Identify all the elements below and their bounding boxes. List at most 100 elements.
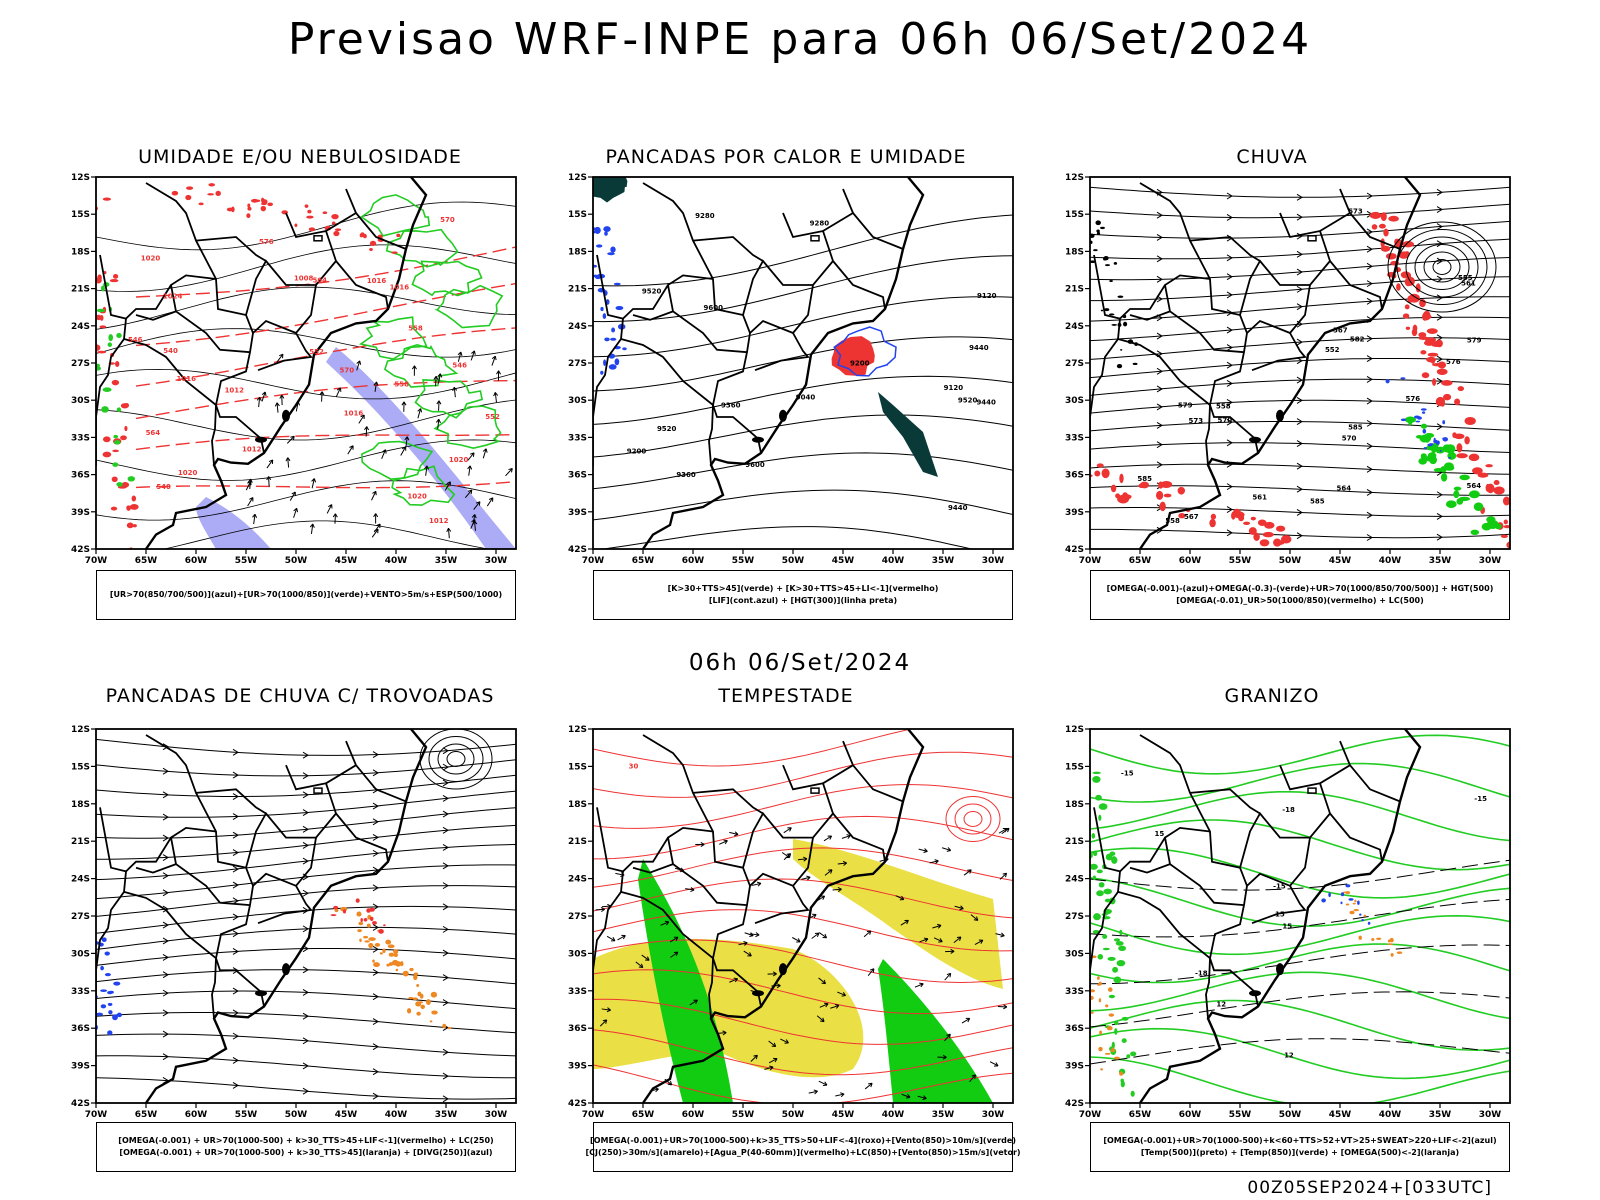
andes-green [1081, 777, 1084, 780]
andes-contours [1116, 363, 1123, 369]
panel-title-trovoadas: PANCADAS DE CHUVA C/ TROVOADAS [105, 685, 495, 707]
legend-line: [Temp(500)](preto) + [Temp(850)](verde) … [1140, 1148, 1460, 1157]
contour-label: 570 [1342, 434, 1357, 442]
wind-vector-head [452, 386, 458, 392]
wind-vector-head [496, 370, 502, 375]
cyclone-contour [1414, 244, 1470, 290]
streamline-arrow [442, 903, 449, 911]
wind-vector [867, 968, 875, 976]
andes-contours [1100, 309, 1104, 312]
border-line [1339, 188, 1401, 250]
streamline-arrow [442, 810, 449, 818]
streamline [1090, 238, 1510, 260]
andes-contours [1109, 279, 1113, 283]
humidity-contour [361, 440, 434, 481]
streamline-arrow [1436, 355, 1443, 363]
streamline-arrow [232, 831, 239, 839]
andes-green [1114, 1020, 1119, 1026]
thunder-orange [366, 923, 371, 928]
omega-red [1427, 352, 1439, 357]
lon-tick-label: 65W [632, 556, 655, 566]
contour-label: 564 [146, 429, 161, 437]
wind-vector-head [488, 497, 494, 502]
lc850-streamline [593, 783, 1013, 829]
andes-green [1119, 929, 1123, 936]
streamline-arrow [1436, 512, 1443, 520]
lat-tick-label: 30S [71, 396, 90, 406]
omega-blue [1422, 428, 1427, 434]
wind-vector-head [841, 992, 847, 997]
wind-vector [944, 1033, 951, 1042]
legend-line: [CJ(250)>30m/s](amarelo)+[Agua_P(40-60mm… [585, 1148, 1021, 1157]
lat-tick-label: 27S [568, 912, 587, 922]
streamline-arrow [1296, 509, 1303, 516]
hail-blue [1328, 892, 1331, 898]
streamline-arrow [442, 1048, 449, 1056]
lat-tick-label: 42S [1065, 545, 1084, 555]
streamline-arrow [162, 813, 169, 821]
omega-red [1485, 464, 1493, 468]
contour-label: 561 [1461, 280, 1476, 288]
streamline-arrow [1436, 491, 1443, 499]
lat-tick-label: 30S [568, 396, 587, 406]
divergence-blue [100, 989, 108, 993]
streamline-arrow [232, 1009, 239, 1017]
wind-vector-head [360, 414, 365, 419]
wind-vector [505, 468, 513, 477]
andes-green [1097, 954, 1104, 960]
wind-vector [347, 445, 354, 455]
border-line [1093, 254, 1166, 320]
thunder-orange [357, 929, 362, 933]
streamline [96, 807, 516, 839]
wind-vector-head [776, 983, 781, 989]
streamline-arrow [372, 751, 379, 759]
green-speckle [101, 285, 105, 292]
omega-green [1444, 465, 1455, 471]
andes-green [1112, 966, 1119, 973]
andes-green [1091, 833, 1096, 839]
wind-vector-head [938, 938, 943, 943]
contour-label: 9440 [969, 344, 989, 352]
omega-red-south [1163, 493, 1172, 498]
lon-tick-label: 50W [782, 1110, 805, 1120]
lon-tick-label: 55W [235, 1110, 258, 1120]
lc850-streamline [593, 1029, 1013, 1076]
temp850-contour [1090, 914, 1510, 956]
divergence-blue [96, 1012, 104, 1016]
streamline-arrow [162, 1053, 169, 1061]
wind-vector-head [733, 977, 739, 983]
contour-label: 555 [1458, 274, 1473, 282]
wind-vector-head [673, 936, 679, 942]
wind-vector-head [723, 839, 728, 845]
map-layers: 30 [593, 729, 1013, 1103]
andes-green [1113, 938, 1121, 942]
lc850-vortex [954, 803, 992, 835]
lat-tick-label: 12S [71, 173, 90, 183]
streamline [1090, 257, 1510, 281]
omega-blue [1400, 418, 1407, 422]
wind-vector [373, 523, 381, 533]
border-line [842, 188, 904, 250]
streamline-arrow [1156, 403, 1163, 411]
border-line [1209, 404, 1259, 454]
lif-speckle [622, 347, 627, 351]
lon-tick-label: 45W [1329, 1110, 1352, 1120]
streamline-arrow [232, 849, 239, 857]
wind-vector-head [467, 465, 473, 470]
omega-red [1378, 223, 1386, 229]
border-line [620, 338, 714, 406]
wind-vector [743, 950, 752, 957]
lon-tick-label: 45W [335, 1110, 358, 1120]
wind-vector [435, 376, 437, 387]
lon-tick-label: 35W [1429, 556, 1452, 566]
lat-tick-label: 21S [1065, 285, 1084, 295]
wind-vector-head [796, 938, 801, 943]
divergence-blue [100, 965, 104, 971]
wind-vector-head [827, 835, 833, 840]
streamline [96, 1055, 516, 1079]
streamline-arrow [442, 763, 449, 771]
wind-vector [444, 481, 451, 491]
streamline [96, 969, 516, 985]
wind-vector [491, 355, 496, 366]
wind-vector [335, 387, 341, 398]
